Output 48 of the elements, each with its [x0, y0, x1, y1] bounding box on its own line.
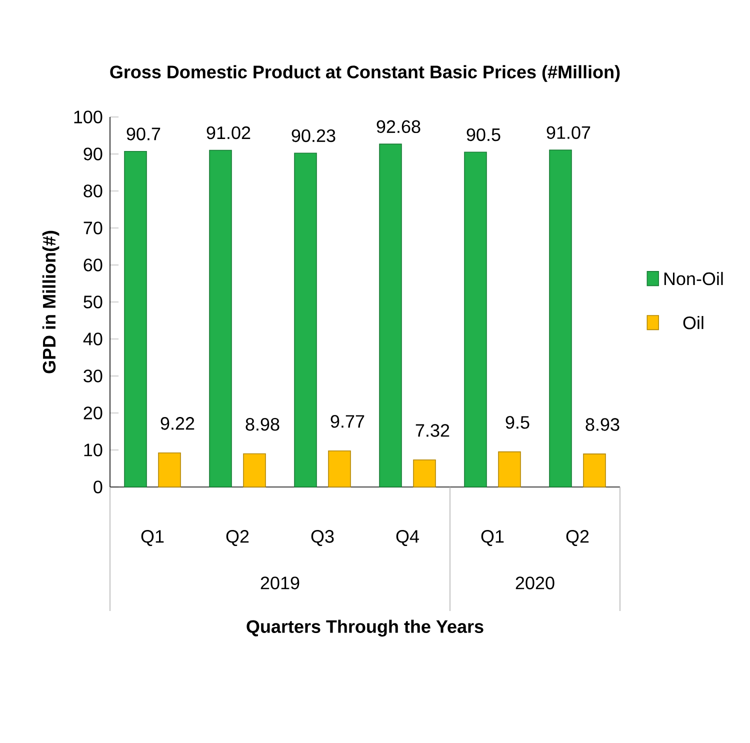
data-label: 8.98 [246, 418, 280, 431]
data-label: 9.77 [330, 415, 364, 428]
x-tick-label: Q4 [396, 530, 419, 546]
y-tick-label: 0 [94, 480, 102, 494]
x-tick-label: Q2 [226, 530, 249, 546]
bar [328, 450, 351, 488]
bar [209, 150, 232, 488]
y-tick-label: 80 [84, 184, 102, 198]
y-tick-label: 50 [84, 296, 102, 308]
data-label: 7.32 [416, 424, 450, 437]
y-tick-label: 70 [84, 222, 102, 234]
bar [124, 151, 147, 488]
bar [243, 453, 266, 488]
x-tick-label: Q1 [481, 530, 504, 546]
data-label: 92.68 [376, 120, 420, 134]
y-tick-label: 40 [83, 332, 102, 346]
bar [464, 152, 487, 488]
chart-title: Gross Domestic Product at Constant Basic Prices (#Million) [110, 65, 620, 82]
bar [294, 152, 317, 488]
data-label: 91.02 [206, 126, 250, 140]
x-tick-label: Q1 [141, 530, 164, 546]
data-label: 8.93 [586, 418, 620, 431]
legend-label: Non-Oil [664, 272, 723, 286]
y-tick-label: 20 [84, 406, 102, 420]
y-axis-title: GPD in Million(#) [42, 230, 60, 374]
data-label: 90.23 [292, 129, 336, 142]
y-tick-label: 30 [84, 370, 102, 382]
y-tick-label: 90 [84, 148, 102, 160]
x-axis-title: Quarters Through the Years [246, 620, 484, 637]
bar [379, 144, 402, 488]
data-label: 90.5 [466, 128, 500, 142]
y-tick-label: 60 [84, 258, 102, 272]
y-tick-label: 10 [84, 444, 102, 456]
bar [549, 150, 572, 488]
data-label: 9.22 [160, 417, 194, 430]
bar [158, 452, 181, 488]
text: 2019 [260, 576, 300, 590]
legend-label: Oil [683, 316, 704, 330]
data-label: 91.07 [546, 126, 590, 139]
data-label: 90.7 [126, 128, 160, 140]
x-tick-label: Q3 [311, 530, 334, 546]
text: 2020 [516, 576, 554, 590]
bar [498, 451, 521, 488]
x-tick-label: Q2 [566, 530, 589, 546]
bar [413, 460, 436, 488]
y-tick-label: 100 [74, 110, 102, 124]
bar [583, 454, 606, 488]
data-label: 9.5 [506, 416, 530, 429]
